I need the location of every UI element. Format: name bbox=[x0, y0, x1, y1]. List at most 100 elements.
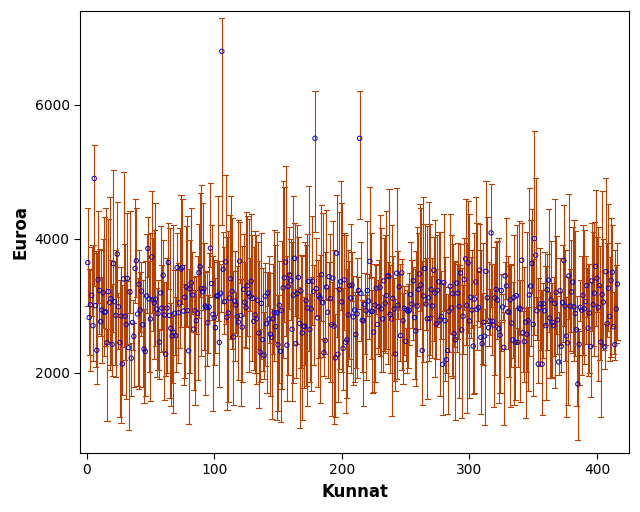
Point bbox=[337, 298, 347, 306]
Point bbox=[381, 291, 392, 300]
Point bbox=[280, 258, 291, 266]
Point bbox=[99, 308, 109, 316]
Point bbox=[548, 322, 559, 330]
Point bbox=[116, 312, 126, 320]
Point bbox=[355, 134, 365, 142]
Point bbox=[370, 301, 380, 309]
Point bbox=[344, 282, 355, 290]
Point bbox=[445, 282, 456, 290]
Point bbox=[468, 342, 478, 350]
Point bbox=[138, 321, 148, 329]
Point bbox=[436, 312, 447, 321]
Point bbox=[584, 309, 595, 317]
Point bbox=[537, 360, 547, 368]
Point bbox=[339, 276, 349, 284]
X-axis label: Kunnat: Kunnat bbox=[321, 483, 388, 501]
Point bbox=[417, 347, 428, 355]
Point bbox=[107, 340, 117, 349]
Point bbox=[449, 330, 459, 338]
Point bbox=[415, 270, 425, 278]
Point bbox=[293, 273, 303, 282]
Point bbox=[289, 254, 300, 263]
Point bbox=[518, 329, 528, 337]
Point bbox=[552, 316, 563, 324]
Point bbox=[274, 301, 284, 309]
Point bbox=[302, 304, 312, 312]
Point bbox=[152, 305, 162, 313]
Point bbox=[278, 284, 288, 292]
Point bbox=[601, 268, 611, 276]
Point bbox=[560, 302, 570, 310]
Point bbox=[575, 303, 586, 311]
Point bbox=[301, 296, 311, 305]
Point bbox=[90, 302, 100, 310]
Point bbox=[609, 323, 619, 331]
Point bbox=[569, 303, 579, 311]
Point bbox=[292, 289, 302, 297]
Point bbox=[330, 354, 340, 362]
Point bbox=[94, 286, 104, 294]
Point bbox=[228, 333, 239, 341]
Point bbox=[388, 294, 398, 303]
Point bbox=[372, 321, 383, 329]
Point bbox=[573, 380, 583, 388]
Point bbox=[527, 260, 537, 268]
Point bbox=[294, 319, 305, 328]
Point bbox=[285, 276, 296, 285]
Point bbox=[582, 282, 592, 290]
Point bbox=[555, 287, 565, 295]
Point bbox=[455, 269, 465, 277]
Point bbox=[125, 288, 135, 296]
Point bbox=[112, 250, 122, 258]
Point bbox=[314, 292, 324, 300]
Point bbox=[602, 319, 612, 328]
Point bbox=[464, 317, 474, 325]
Point bbox=[479, 332, 490, 340]
Point bbox=[589, 289, 600, 297]
Point bbox=[425, 314, 435, 323]
Point bbox=[592, 274, 602, 282]
Point bbox=[311, 285, 321, 293]
Point bbox=[248, 317, 259, 326]
Point bbox=[261, 319, 271, 328]
Point bbox=[488, 321, 499, 329]
Point bbox=[595, 282, 605, 290]
Point bbox=[282, 341, 292, 349]
Point bbox=[93, 275, 103, 284]
Point bbox=[509, 293, 519, 302]
Point bbox=[188, 291, 198, 299]
Point bbox=[532, 307, 542, 315]
Point bbox=[451, 279, 461, 287]
Point bbox=[550, 300, 560, 308]
Point bbox=[495, 331, 505, 339]
Point bbox=[268, 315, 278, 323]
Point bbox=[92, 346, 102, 354]
Point bbox=[209, 313, 220, 322]
Point bbox=[346, 294, 356, 302]
Point bbox=[371, 284, 381, 292]
Point bbox=[195, 263, 205, 271]
Point bbox=[463, 259, 473, 267]
Point bbox=[540, 307, 550, 315]
Point bbox=[343, 311, 353, 319]
Point bbox=[265, 330, 275, 338]
Point bbox=[211, 324, 221, 332]
Point bbox=[208, 310, 218, 318]
Point bbox=[307, 277, 317, 285]
Point bbox=[496, 286, 506, 294]
Point bbox=[458, 312, 468, 321]
Point bbox=[422, 315, 433, 323]
Point bbox=[483, 324, 493, 332]
Point bbox=[329, 322, 339, 330]
Point bbox=[134, 280, 144, 288]
Point bbox=[171, 332, 181, 340]
Point bbox=[156, 289, 166, 297]
Point bbox=[204, 303, 214, 311]
Point bbox=[380, 299, 390, 307]
Point bbox=[104, 298, 115, 307]
Point bbox=[506, 319, 516, 327]
Point bbox=[236, 311, 246, 319]
Point bbox=[113, 303, 124, 311]
Y-axis label: Euroa: Euroa bbox=[11, 205, 29, 259]
Point bbox=[452, 289, 463, 297]
